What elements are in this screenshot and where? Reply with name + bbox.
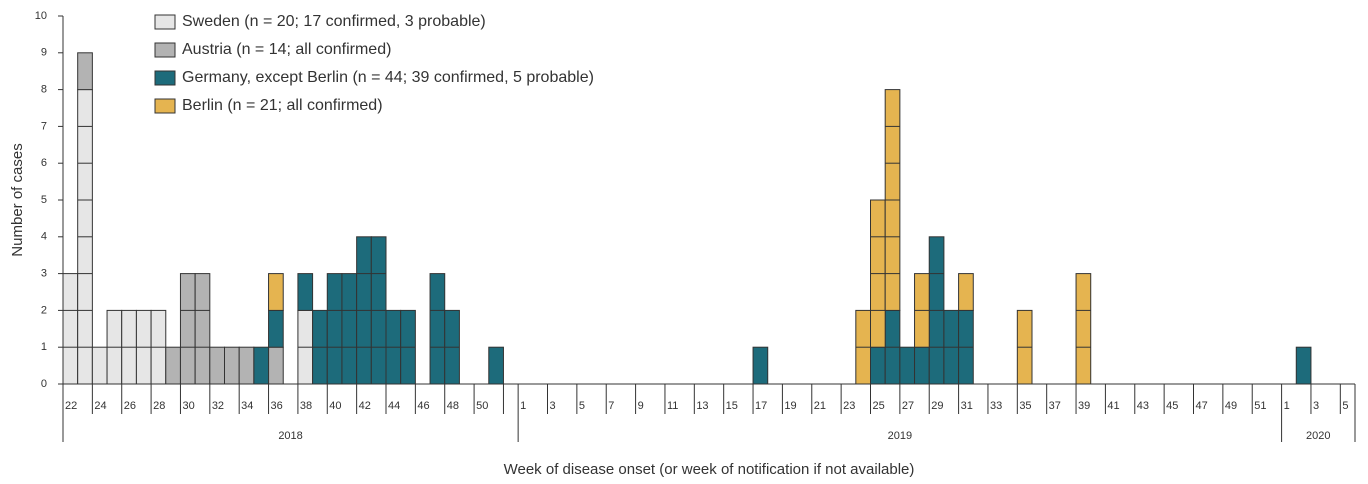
x-tick-label: 39 xyxy=(1078,400,1090,412)
x-tick-label: 28 xyxy=(153,400,165,412)
y-tick-label: 1 xyxy=(41,341,47,353)
y-tick-label: 3 xyxy=(41,268,47,280)
x-tick-label: 32 xyxy=(212,400,224,412)
x-tick-label: 43 xyxy=(1137,400,1149,412)
case-bar xyxy=(899,346,916,385)
y-tick-label: 7 xyxy=(41,120,47,132)
y-tick-label: 10 xyxy=(35,10,47,22)
x-tick-label: 51 xyxy=(1254,400,1266,412)
legend-swatch xyxy=(154,98,176,114)
case-bar xyxy=(870,346,886,385)
x-tick-label: 40 xyxy=(329,400,341,412)
x-tick-label: 47 xyxy=(1196,400,1208,412)
y-tick-label: 5 xyxy=(41,194,47,206)
case-bar xyxy=(488,346,504,385)
x-tick-label: 46 xyxy=(417,400,429,412)
case-bar xyxy=(914,346,930,385)
y-tick-label: 8 xyxy=(41,84,47,96)
x-tick-label: 45 xyxy=(1166,400,1178,412)
x-tick-label: 42 xyxy=(359,400,371,412)
x-tick-label: 26 xyxy=(124,400,136,412)
case-bar xyxy=(194,273,211,385)
legend-swatch xyxy=(154,70,176,86)
y-tick-label: 2 xyxy=(41,304,47,316)
x-tick-label: 34 xyxy=(241,400,253,412)
x-tick-label: 19 xyxy=(784,400,796,412)
case-bar xyxy=(224,346,240,385)
legend-label: Germany, except Berlin (n = 44; 39 confi… xyxy=(182,69,594,86)
x-tick-label: 23 xyxy=(843,400,855,412)
x-tick-label: 38 xyxy=(300,400,312,412)
case-bar xyxy=(268,346,284,385)
case-bar xyxy=(179,273,196,385)
case-bar xyxy=(958,273,974,311)
x-tick-label: 15 xyxy=(726,400,738,412)
case-bar xyxy=(752,346,769,385)
x-tick-label: 1 xyxy=(520,400,526,412)
x-tick-label: 7 xyxy=(608,400,614,412)
x-tick-label: 30 xyxy=(182,400,194,412)
x-tick-label: 44 xyxy=(388,400,400,412)
x-tick-label: 33 xyxy=(990,400,1002,412)
case-bar xyxy=(91,346,108,385)
x-tick-label: 49 xyxy=(1225,400,1237,412)
x-tick-label: 3 xyxy=(550,400,556,412)
legend-label: Sweden (n = 20; 17 confirmed, 3 probable… xyxy=(182,13,486,30)
year-label: 2019 xyxy=(888,430,912,442)
case-bar xyxy=(1295,346,1312,385)
x-tick-label: 31 xyxy=(961,400,973,412)
y-tick-label: 9 xyxy=(41,47,47,59)
y-tick-label: 6 xyxy=(41,157,47,169)
x-tick-label: 35 xyxy=(1019,400,1031,412)
x-tick-label: 5 xyxy=(1342,400,1348,412)
case-bar xyxy=(268,309,284,348)
case-bar xyxy=(253,346,270,385)
x-tick-label: 17 xyxy=(755,400,767,412)
case-bar xyxy=(77,52,93,91)
x-tick-label: 24 xyxy=(94,400,106,412)
case-bar xyxy=(429,273,446,385)
x-tick-label: 27 xyxy=(902,400,914,412)
x-tick-label: 3 xyxy=(1313,400,1319,412)
x-tick-label: 11 xyxy=(667,400,678,412)
case-bar xyxy=(341,273,358,385)
case-bar xyxy=(1075,273,1092,385)
x-tick-label: 29 xyxy=(931,400,943,412)
case-bar xyxy=(326,273,343,385)
x-tick-label: 50 xyxy=(476,400,488,412)
x-tick-label: 13 xyxy=(696,400,708,412)
year-label: 2018 xyxy=(278,430,302,442)
x-tick-label: 41 xyxy=(1107,400,1119,412)
y-tick-label: 4 xyxy=(41,231,47,243)
case-bar xyxy=(297,273,314,311)
x-tick-label: 48 xyxy=(447,400,459,412)
case-bar xyxy=(209,346,225,385)
x-tick-label: 25 xyxy=(873,400,885,412)
legend-label: Berlin (n = 21; all confirmed) xyxy=(182,97,383,114)
case-bar xyxy=(238,346,255,385)
case-bar xyxy=(62,273,79,385)
x-tick-label: 22 xyxy=(65,400,77,412)
legend-swatch xyxy=(154,14,176,30)
x-tick-label: 9 xyxy=(638,400,644,412)
legend-swatch xyxy=(154,42,176,58)
legend-label: Austria (n = 14; all confirmed) xyxy=(182,41,391,58)
y-tick-label: 0 xyxy=(41,378,47,390)
case-bar xyxy=(165,346,181,385)
x-axis-label: Week of disease onset (or week of notifi… xyxy=(504,461,915,478)
x-tick-label: 37 xyxy=(1049,400,1061,412)
year-label: 2020 xyxy=(1306,430,1330,442)
x-tick-label: 5 xyxy=(579,400,585,412)
x-tick-label: 21 xyxy=(814,400,826,412)
x-tick-label: 36 xyxy=(271,400,283,412)
y-axis-label: Number of cases xyxy=(9,143,26,256)
x-tick-label: 1 xyxy=(1284,400,1290,412)
case-bar xyxy=(268,273,284,311)
